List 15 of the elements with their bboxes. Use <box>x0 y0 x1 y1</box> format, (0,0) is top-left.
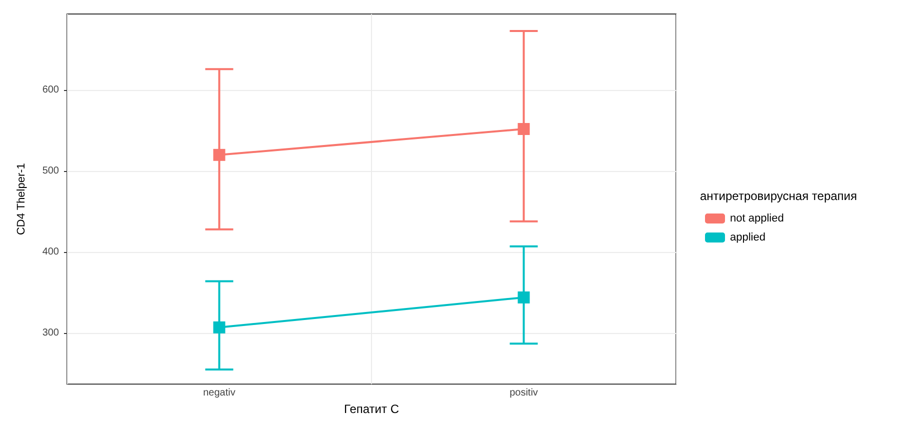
y-tick-label: 600 <box>42 84 60 96</box>
point <box>213 321 226 334</box>
y-tick-label: 300 <box>42 328 60 339</box>
x-tick-label: positiv <box>510 388 538 399</box>
point <box>213 148 226 161</box>
y-axis-title: CD4 Thelper-1 <box>16 163 28 236</box>
x-axis-title: Гепатит С <box>344 402 400 416</box>
x-tick-label: negativ <box>203 388 236 399</box>
legend-label: not applied <box>730 212 784 224</box>
point <box>518 291 530 304</box>
legend-title: антиретровирусная терапия <box>700 189 857 203</box>
y-tick-label: 400 <box>42 246 60 258</box>
point <box>518 123 530 135</box>
legend-label: applied <box>730 232 766 244</box>
y-tick-label: 500 <box>42 166 60 177</box>
